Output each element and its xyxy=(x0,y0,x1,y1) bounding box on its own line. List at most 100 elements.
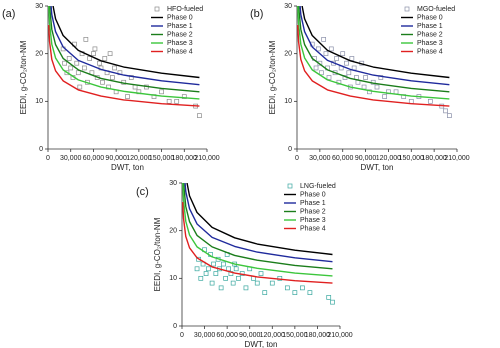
phase-line xyxy=(52,6,200,79)
x-axis-label: DWT, ton xyxy=(245,340,278,348)
data-point xyxy=(198,275,204,281)
legend-label: LNG-fueled xyxy=(300,183,336,190)
data-point xyxy=(81,65,87,71)
phase-line xyxy=(299,6,450,86)
plot-area xyxy=(297,6,452,118)
data-point xyxy=(330,299,335,305)
plot-area xyxy=(48,6,202,118)
data-point xyxy=(236,275,241,281)
data-point xyxy=(313,65,319,71)
x-tick-label: 90,000 xyxy=(355,155,377,162)
data-point xyxy=(378,75,384,80)
data-point xyxy=(319,70,324,76)
y-tick-label: 10 xyxy=(169,275,177,282)
data-point xyxy=(83,37,89,42)
y-tick-label: 0 xyxy=(288,146,292,153)
data-point xyxy=(254,280,260,286)
y-tick-label: 20 xyxy=(284,51,292,58)
data-point xyxy=(209,280,215,286)
x-tick-label: 210,000 xyxy=(194,155,219,162)
data-point xyxy=(408,98,414,104)
data-point xyxy=(107,51,113,57)
data-point xyxy=(181,94,187,99)
legend-label: Phase 4 xyxy=(417,48,443,55)
data-point xyxy=(74,60,80,66)
phase-line xyxy=(297,25,450,107)
data-point xyxy=(92,46,98,52)
data-point xyxy=(110,75,115,80)
data-point xyxy=(221,261,226,267)
x-tick-label: 180,000 xyxy=(172,155,197,162)
data-point xyxy=(334,56,339,61)
x-tick-label: 180,000 xyxy=(421,155,446,162)
x-tick-label: 30,000 xyxy=(309,155,331,162)
x-tick-label: 150,000 xyxy=(399,155,424,162)
phase-line xyxy=(50,6,200,86)
data-point xyxy=(447,113,452,118)
legend-label: Phase 1 xyxy=(417,23,443,30)
data-point xyxy=(62,60,68,66)
legend-label: HFO-fueled xyxy=(167,6,203,13)
data-point xyxy=(315,46,321,52)
y-axis-label: EEDI, g-CO₂/ton-NM xyxy=(153,217,162,291)
data-point xyxy=(382,94,387,99)
data-point xyxy=(125,94,130,99)
x-axis-label: DWT, ton xyxy=(361,163,394,172)
data-point xyxy=(112,65,117,71)
data-point xyxy=(367,89,372,95)
y-tick-label: 20 xyxy=(35,51,43,58)
plot-area xyxy=(182,183,335,305)
y-axis-label: EEDI, g-CO₂/ton-NM xyxy=(268,40,277,114)
panel: (a) 0 30,000 60,000 90,000 120,000150,000180,… xyxy=(2,3,220,172)
phase-line xyxy=(48,25,200,107)
phase-line xyxy=(182,183,333,270)
data-point xyxy=(64,70,70,76)
data-point xyxy=(443,108,448,114)
y-tick-label: 30 xyxy=(284,3,292,10)
data-point xyxy=(87,56,92,61)
data-point xyxy=(363,75,368,80)
x-tick-label: 30,000 xyxy=(60,155,82,162)
data-point xyxy=(211,261,216,267)
data-point xyxy=(300,285,305,291)
data-point xyxy=(427,98,433,104)
data-point xyxy=(349,56,355,61)
data-point xyxy=(75,70,81,76)
y-tick-label: 10 xyxy=(284,98,292,105)
data-point xyxy=(97,60,102,66)
data-point xyxy=(321,37,327,42)
data-point xyxy=(361,84,367,90)
phase-line xyxy=(297,6,450,93)
data-point xyxy=(197,113,202,118)
legend-label: MGO-fueled xyxy=(417,6,455,13)
y-tick-label: 20 xyxy=(169,228,177,235)
x-tick-label: 150,000 xyxy=(282,332,307,339)
data-point xyxy=(284,285,290,291)
x-tick-label: 90,000 xyxy=(105,155,127,162)
data-point xyxy=(243,285,249,291)
data-point xyxy=(203,271,209,276)
data-point xyxy=(213,271,219,276)
data-point xyxy=(328,46,334,52)
data-point xyxy=(223,275,228,281)
legend-label: Phase 2 xyxy=(300,208,326,215)
data-point xyxy=(77,84,83,90)
panel: (c) 0 30,000 60,000 90,000 120,000150,000180,… xyxy=(136,180,353,348)
x-axis-label: DWT, ton xyxy=(111,163,144,172)
data-point xyxy=(218,285,224,291)
x-tick-label: 30,000 xyxy=(194,332,216,339)
phase-line xyxy=(184,183,333,263)
legend-label: Phase 0 xyxy=(300,191,326,198)
phase-line xyxy=(182,183,333,277)
legend-label: Phase 3 xyxy=(167,40,193,47)
x-tick-label: 120,000 xyxy=(376,155,401,162)
data-point xyxy=(326,295,332,300)
y-tick-label: 30 xyxy=(169,180,177,187)
data-point xyxy=(340,51,346,57)
x-tick-label: 180,000 xyxy=(305,332,330,339)
x-tick-label: 90,000 xyxy=(239,332,261,339)
legend-label: Phase 2 xyxy=(417,31,443,38)
legend-marker xyxy=(287,183,293,189)
legend-label: Phase 0 xyxy=(167,14,193,21)
